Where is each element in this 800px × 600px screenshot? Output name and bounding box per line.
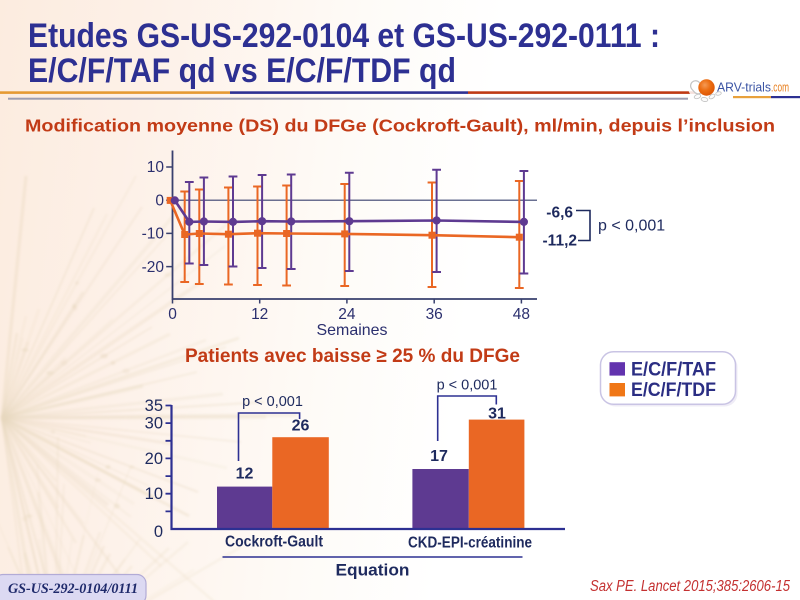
svg-text:36: 36 [426,306,443,323]
svg-text:24: 24 [338,306,356,323]
svg-text:Equation: Equation [336,561,410,580]
svg-text:Semaines: Semaines [317,322,388,339]
svg-text:.com: .com [771,80,789,95]
svg-text:Cockroft-Gault: Cockroft-Gault [225,534,324,551]
svg-text:p < 0,001: p < 0,001 [437,378,498,394]
svg-text:0: 0 [154,523,163,541]
svg-text:12: 12 [251,306,268,323]
svg-text:GS-US-292-0104/0111: GS-US-292-0104/0111 [8,581,138,597]
svg-text:0: 0 [168,306,177,323]
svg-text:20: 20 [145,450,163,468]
svg-text:E/C/F/TDF: E/C/F/TDF [631,380,716,401]
svg-text:12: 12 [236,466,254,483]
svg-text:-20: -20 [142,259,165,276]
svg-text:CKD-EPI-créatinine: CKD-EPI-créatinine [408,535,532,552]
svg-text:-11,2: -11,2 [543,233,577,250]
svg-text:Sax PE. Lancet 2015;385:2606-1: Sax PE. Lancet 2015;385:2606-15 [590,578,790,595]
svg-text:26: 26 [292,418,310,435]
svg-text:10: 10 [147,159,165,176]
svg-text:Modification moyenne (DS) du D: Modification moyenne (DS) du DFGe (Cockr… [25,116,775,136]
svg-text:0: 0 [155,192,164,209]
svg-text:30: 30 [145,415,163,433]
svg-text:Patients avec baisse ≥ 25 % du: Patients avec baisse ≥ 25 % du DFGe [185,345,520,367]
svg-text:31: 31 [488,406,506,423]
svg-text:-10: -10 [142,226,165,243]
svg-text:Etudes GS-US-292-0104 et GS-US: Etudes GS-US-292-0104 et GS-US-292-0111 … [28,17,660,55]
svg-text:p < 0,001: p < 0,001 [598,218,665,235]
svg-text:10: 10 [145,485,163,503]
svg-text:E/C/F/TAF: E/C/F/TAF [631,359,716,380]
svg-text:-6,6: -6,6 [546,205,573,222]
svg-text:35: 35 [145,397,163,415]
svg-text:ARV-trials: ARV-trials [717,80,771,95]
svg-text:48: 48 [513,306,530,323]
svg-text:p < 0,001: p < 0,001 [242,394,303,410]
svg-text:E/C/F/TAF qd vs E/C/F/TDF qd: E/C/F/TAF qd vs E/C/F/TDF qd [28,52,456,90]
svg-text:17: 17 [430,448,448,465]
